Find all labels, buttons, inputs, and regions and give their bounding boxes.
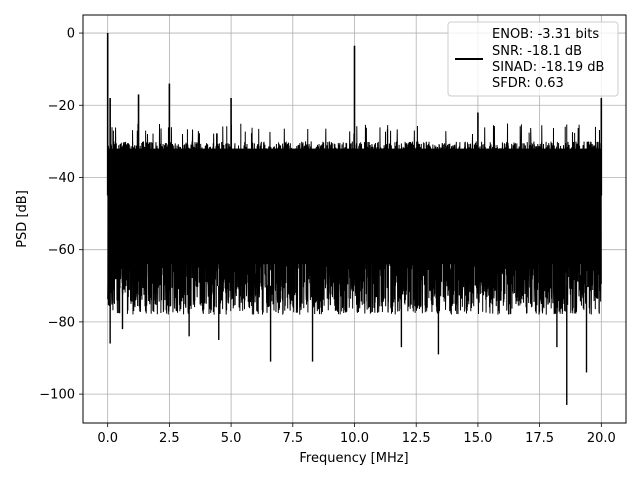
x-tick-label: 12.5 — [402, 431, 431, 446]
x-tick-label: 17.5 — [525, 431, 554, 446]
x-tick-label: 20.0 — [587, 431, 616, 446]
x-tick-label: 2.5 — [159, 431, 180, 446]
y-tick-label: −60 — [48, 243, 75, 258]
x-axis-label: Frequency [MHz] — [299, 451, 408, 466]
x-tick-label: 15.0 — [463, 431, 492, 446]
psd-trace — [106, 33, 603, 405]
legend-enob: ENOB: -3.31 bits — [492, 27, 599, 42]
y-axis-label: PSD [dB] — [15, 190, 30, 248]
legend: ENOB: -3.31 bits SNR: -18.1 dB SINAD: -1… — [447, 21, 619, 97]
y-tick-label: −100 — [39, 388, 75, 403]
x-tick-label: 0.0 — [97, 431, 118, 446]
x-tick-label: 7.5 — [282, 431, 303, 446]
y-tick-label: 0 — [67, 27, 75, 42]
x-tick-label: 10.0 — [340, 431, 369, 446]
y-tick-label: −40 — [48, 171, 75, 186]
legend-sfdr: SFDR: 0.63 — [492, 76, 564, 91]
legend-sinad: SINAD: -18.19 dB — [492, 60, 604, 75]
legend-snr: SNR: -18.1 dB — [492, 44, 582, 59]
legend-box — [447, 21, 619, 97]
x-tick-label: 5.0 — [221, 431, 242, 446]
axis-ticks: 0.0 2.5 5.0 7.5 10.0 12.5 15.0 17.5 20.0 0 −20 −40 −… — [39, 27, 616, 446]
y-tick-label: −80 — [48, 315, 75, 330]
y-tick-label: −20 — [48, 99, 75, 114]
